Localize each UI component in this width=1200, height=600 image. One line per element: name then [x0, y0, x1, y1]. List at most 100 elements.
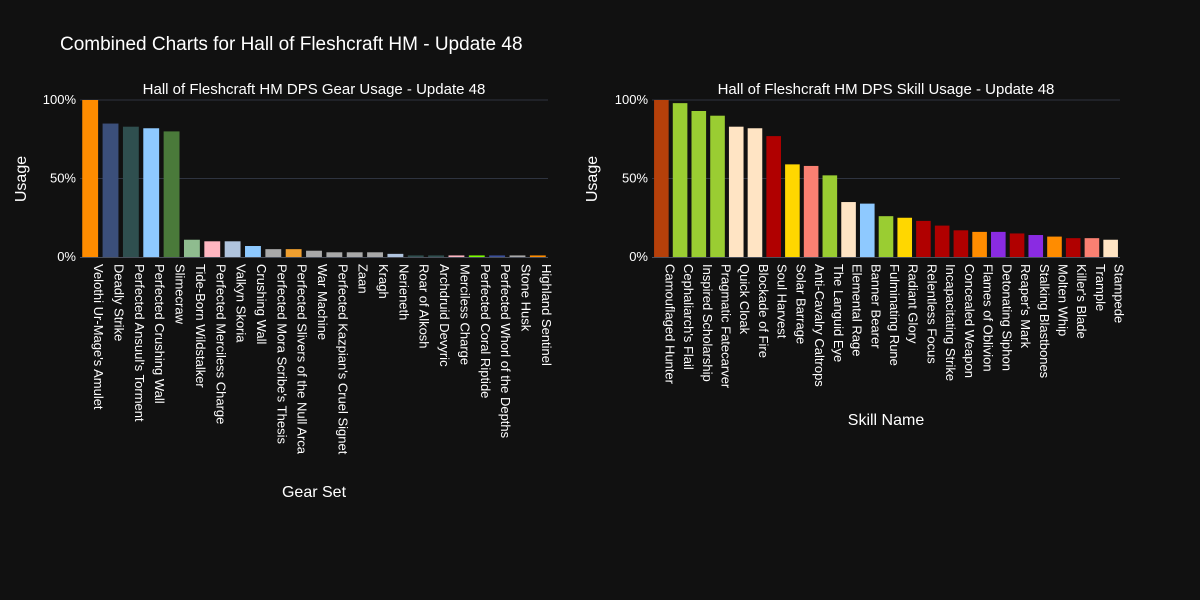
gear-x-tick-label: Zaan	[356, 264, 371, 294]
gear-x-tick-label: Deadly Strike	[112, 264, 127, 341]
gear-bar[interactable]	[529, 255, 546, 257]
gear-bar[interactable]	[346, 252, 363, 257]
skill-bar[interactable]	[1028, 235, 1044, 257]
skill-x-tick-label: Pragmatic Fatecarver	[719, 264, 734, 389]
skill-x-tick-label: Stalking Blastbones	[1037, 264, 1052, 379]
gear-x-tick-label: War Machine	[315, 264, 330, 340]
gear-x-tick-label: Merciless Charge	[457, 264, 472, 365]
skill-bar[interactable]	[691, 110, 707, 258]
skill-bar[interactable]	[991, 231, 1006, 257]
gear-x-tick-label: Perfected Merciless Charge	[213, 264, 228, 424]
gear-x-tick-label: Roar of Alkosh	[417, 264, 432, 349]
gear-x-tick-label: Slimecraw	[173, 264, 188, 325]
skill-bar[interactable]	[1084, 238, 1100, 257]
skill-bar[interactable]	[953, 230, 969, 257]
skill-x-tick-label: Banner Bearer	[868, 264, 883, 349]
gear-bar[interactable]	[509, 255, 526, 257]
skill-x-tick-label: Quick Cloak	[737, 264, 752, 335]
skill-bar[interactable]	[972, 231, 987, 257]
skill-bar[interactable]	[785, 164, 800, 257]
gear-x-tick-label: Perfected Mora Scribe's Thesis	[274, 264, 289, 444]
gear-bar[interactable]	[204, 241, 221, 257]
skill-x-tick-label: Incapacitating Strike	[943, 264, 958, 381]
gear-x-tick-label: Highland Sentinel	[539, 264, 554, 366]
gear-x-tick-label: Kragh	[376, 264, 391, 299]
skill-bar[interactable]	[747, 128, 763, 257]
skill-chart-y-axis-title: Usage	[584, 156, 601, 202]
gear-x-tick-label: Valkyn Skoria	[234, 264, 249, 343]
skill-bar[interactable]	[654, 100, 669, 257]
gear-bar[interactable]	[224, 241, 241, 257]
skill-chart-title: Hall of Fleshcraft HM DPS Skill Usage - …	[718, 81, 1055, 98]
skill-bar[interactable]	[1103, 239, 1118, 257]
gear-x-tick-label: Perfected Crushing Wall	[152, 264, 167, 404]
gear-bar[interactable]	[82, 100, 99, 257]
gear-usage-chart: Hall of Fleshcraft HM DPS Gear Usage - U…	[13, 81, 554, 501]
gear-x-tick-label: Stone Husk	[518, 264, 533, 332]
skill-bar[interactable]	[897, 217, 913, 257]
skill-bar[interactable]	[822, 175, 838, 257]
figure-title: Combined Charts for Hall of Fleshcraft H…	[60, 34, 523, 55]
skill-bar[interactable]	[859, 203, 875, 257]
skill-bar[interactable]	[841, 202, 856, 257]
gear-y-tick-label: 50%	[50, 171, 76, 186]
gear-x-tick-label: Velothi Ur-Mage's Amulet	[91, 264, 106, 410]
gear-chart-title: Hall of Fleshcraft HM DPS Gear Usage - U…	[143, 81, 486, 98]
skill-x-tick-label: Relentless Focus	[924, 264, 939, 364]
skill-bar[interactable]	[916, 220, 931, 257]
gear-bar[interactable]	[122, 126, 139, 257]
skill-x-tick-label: Stampede	[1112, 264, 1127, 323]
skill-x-tick-label: Concealed Weapon	[962, 264, 977, 378]
skill-x-tick-label: Killer's Blade	[1074, 264, 1089, 339]
gear-y-tick-label: 100%	[43, 92, 77, 107]
gear-x-tick-label: Nerieneth	[396, 264, 411, 320]
skill-bar[interactable]	[803, 165, 819, 257]
gear-bar[interactable]	[306, 250, 322, 257]
skill-chart-plot-area: 0% 50% 100% Camouflaged Hunter Cephaliarch's…	[615, 92, 1127, 389]
skill-bar[interactable]	[878, 216, 894, 257]
gear-chart-x-axis-title: Gear Set	[282, 484, 347, 501]
gear-bar[interactable]	[387, 253, 404, 257]
skill-x-tick-label: Radiant Glory	[906, 264, 921, 344]
gear-bar[interactable]	[265, 249, 282, 257]
gear-bar[interactable]	[163, 131, 180, 257]
skill-bar[interactable]	[710, 115, 725, 257]
skill-bar[interactable]	[1065, 238, 1081, 257]
gear-bar[interactable]	[489, 255, 506, 257]
skill-bar[interactable]	[766, 136, 781, 257]
skill-x-tick-label: Soul Harvest	[775, 264, 790, 339]
gear-bar[interactable]	[448, 255, 465, 257]
gear-bar[interactable]	[326, 252, 343, 257]
skill-y-tick-label: 50%	[622, 171, 648, 186]
skill-x-tick-label: Blockade of Fire	[756, 264, 771, 358]
gear-x-tick-label: Tide-Born Wildstalker	[193, 264, 208, 388]
gear-x-tick-label: Archdruid Devyric	[437, 264, 452, 367]
gear-bar[interactable]	[407, 255, 424, 257]
skill-bar[interactable]	[728, 126, 744, 257]
gear-bar[interactable]	[428, 255, 445, 257]
skill-x-tick-label: Flames of Oblivion	[981, 264, 996, 372]
gear-bar[interactable]	[468, 255, 485, 257]
gear-bar[interactable]	[245, 246, 261, 257]
skill-x-tick-label: Camouflaged Hunter	[662, 264, 677, 385]
skill-x-tick-label: Detonating Siphon	[999, 264, 1014, 371]
gear-bar[interactable]	[285, 249, 302, 257]
gear-bar[interactable]	[183, 239, 200, 257]
skill-x-tick-label: Trample	[1093, 264, 1108, 311]
gear-bar[interactable]	[143, 128, 160, 257]
gear-x-tick-label: Perfected Ansuul's Torment	[132, 264, 147, 422]
skill-chart-x-axis-title: Skill Name	[848, 412, 925, 429]
gear-chart-y-axis-title: Usage	[13, 156, 30, 202]
gear-y-tick-label: 0%	[57, 249, 76, 264]
gear-x-tick-label: Crushing Wall	[254, 264, 269, 345]
skill-bar[interactable]	[1009, 233, 1025, 257]
skill-bar[interactable]	[934, 225, 950, 257]
skill-x-tick-label: The Languid Eye	[831, 264, 846, 362]
skill-bar[interactable]	[1047, 236, 1062, 257]
gear-x-tick-label: Perfected Coral Riptide	[478, 264, 493, 398]
skill-bar[interactable]	[672, 103, 688, 257]
gear-bar[interactable]	[102, 123, 119, 257]
gear-x-tick-label: Perfected Whorl of the Depths	[498, 264, 513, 439]
gear-bar[interactable]	[367, 252, 383, 257]
